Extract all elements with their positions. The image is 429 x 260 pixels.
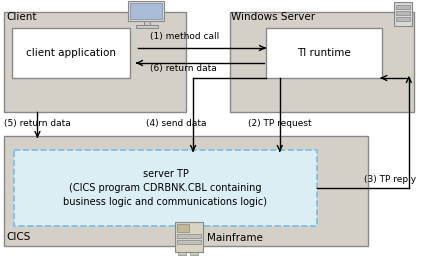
Text: (5) return data: (5) return data xyxy=(4,119,71,128)
Text: Mainframe: Mainframe xyxy=(207,233,263,243)
Bar xyxy=(230,12,414,112)
Text: (6) return data: (6) return data xyxy=(150,64,217,73)
Bar xyxy=(396,17,410,21)
Bar xyxy=(130,3,162,19)
Bar xyxy=(394,2,412,26)
Text: (1) method call: (1) method call xyxy=(150,32,219,41)
Text: client application: client application xyxy=(26,48,116,58)
Bar xyxy=(177,224,189,232)
Text: server TP
(CICS program CDRBNK.CBL containing
business logic and communications : server TP (CICS program CDRBNK.CBL conta… xyxy=(63,169,268,207)
Bar xyxy=(178,252,186,255)
Bar xyxy=(12,28,130,78)
Bar xyxy=(190,252,198,255)
Text: (3) TP reply: (3) TP reply xyxy=(365,175,417,184)
Bar xyxy=(266,28,382,78)
Text: Client: Client xyxy=(6,12,36,22)
Bar xyxy=(175,222,203,252)
Bar xyxy=(136,25,157,28)
Bar xyxy=(4,12,186,112)
Bar xyxy=(177,240,201,244)
Bar xyxy=(14,150,317,226)
Text: CICS: CICS xyxy=(6,232,30,242)
Bar xyxy=(396,5,410,9)
Bar xyxy=(128,1,163,21)
Text: (2) TP request: (2) TP request xyxy=(248,119,312,128)
Bar xyxy=(177,234,201,238)
Bar xyxy=(144,21,150,25)
Bar xyxy=(396,11,410,15)
Text: TI runtime: TI runtime xyxy=(297,48,351,58)
Bar xyxy=(4,136,369,246)
Text: Windows Server: Windows Server xyxy=(232,12,316,22)
Text: (4) send data: (4) send data xyxy=(146,119,206,128)
